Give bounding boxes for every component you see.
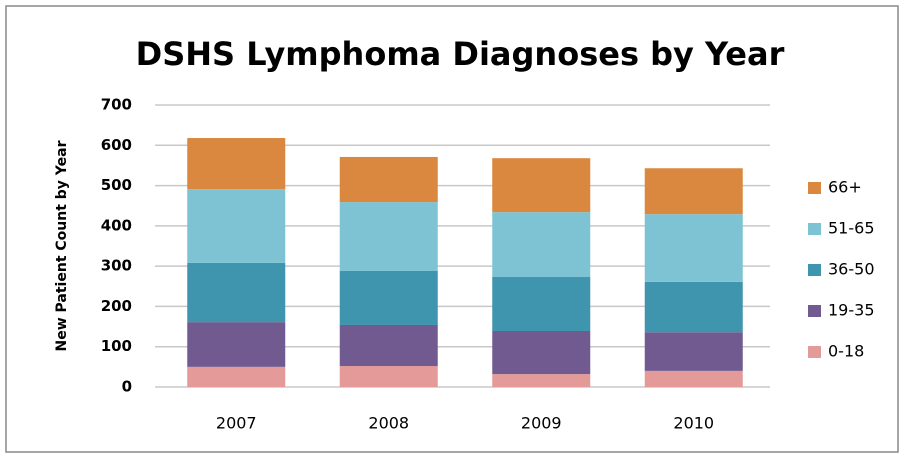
bar-segment [339,202,438,271]
chart-title: DSHS Lymphoma Diagnoses by Year [136,35,785,73]
x-tick-label: 2009 [521,414,562,433]
y-tick-label: 300 [101,257,132,275]
bar-segment [339,270,438,325]
y-tick-label: 200 [101,297,132,315]
bar-segment [644,332,743,371]
legend-swatch [808,264,821,276]
y-tick-label: 500 [101,176,132,194]
legend-swatch [808,346,821,358]
legend-swatch [808,305,821,317]
x-tick-label: 2008 [368,414,409,433]
x-tick-label: 2007 [216,414,257,433]
bar-segment [492,331,591,375]
legend-label: 51-65 [828,219,875,238]
legend-swatch [808,223,821,235]
y-tick-label: 0 [122,378,132,396]
bar-segment [187,189,286,263]
legend-label: 36-50 [828,260,875,279]
bar-segment [339,156,438,203]
legend-swatch [808,182,821,194]
chart-frame [5,5,899,453]
bar-segment [187,262,286,323]
bar-segment [644,370,743,387]
legend-label: 19-35 [828,301,875,320]
bar-segment [187,366,286,387]
bar-segment [492,212,591,278]
bar-segment [644,168,743,215]
y-axis-label: New Patient Count by Year [54,140,70,351]
y-tick-label: 400 [101,216,132,234]
y-tick-label: 600 [101,136,132,154]
y-tick-label: 700 [101,96,132,114]
bar-segment [492,374,591,387]
y-tick-label: 100 [101,337,132,355]
bar-segment [187,138,286,190]
bar-segment [644,214,743,282]
bar-segment [339,324,438,367]
bar-segment [644,281,743,333]
bar-segment [492,277,591,332]
bar-segment [187,322,286,367]
bar-segment [492,158,591,213]
x-tick-label: 2010 [673,414,714,433]
bar-segment [339,366,438,387]
legend-label: 0-18 [828,342,864,361]
legend-label: 66+ [828,178,862,197]
